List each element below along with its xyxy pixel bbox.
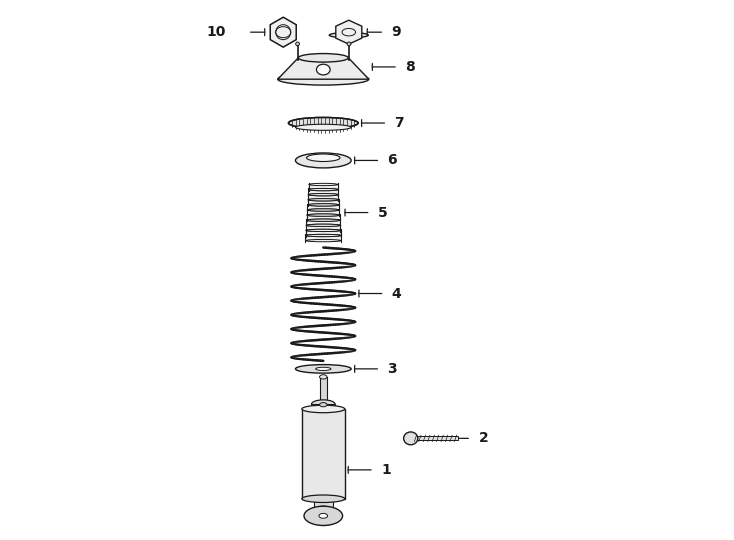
Text: 10: 10 [206, 25, 225, 39]
Ellipse shape [306, 230, 341, 232]
Text: 3: 3 [388, 362, 397, 376]
Ellipse shape [309, 188, 338, 191]
Bar [302, 409, 345, 499]
Ellipse shape [404, 432, 418, 445]
Text: 9: 9 [391, 25, 401, 39]
Polygon shape [335, 20, 362, 44]
Ellipse shape [277, 73, 369, 85]
Ellipse shape [306, 219, 340, 221]
Text: 8: 8 [405, 60, 415, 74]
Ellipse shape [306, 234, 341, 237]
Text: 6: 6 [388, 153, 397, 167]
Ellipse shape [305, 234, 341, 237]
Ellipse shape [295, 364, 351, 373]
Ellipse shape [307, 154, 340, 161]
Ellipse shape [288, 117, 358, 129]
Polygon shape [270, 17, 297, 47]
Ellipse shape [302, 405, 345, 413]
Ellipse shape [306, 224, 341, 226]
Ellipse shape [295, 153, 351, 168]
Ellipse shape [308, 204, 339, 206]
Ellipse shape [296, 42, 299, 46]
Ellipse shape [306, 230, 341, 232]
Polygon shape [277, 58, 369, 79]
Ellipse shape [316, 64, 330, 75]
Circle shape [310, 506, 336, 525]
Ellipse shape [308, 199, 338, 201]
Ellipse shape [330, 32, 368, 38]
Text: 4: 4 [392, 287, 401, 301]
Ellipse shape [347, 42, 351, 46]
Ellipse shape [298, 53, 349, 62]
Text: 1: 1 [381, 463, 391, 477]
Ellipse shape [302, 495, 345, 503]
Polygon shape [305, 185, 341, 241]
Ellipse shape [307, 209, 339, 211]
Bar [411, 436, 458, 441]
Ellipse shape [308, 209, 339, 211]
Ellipse shape [308, 193, 338, 196]
Text: 7: 7 [395, 116, 404, 130]
Ellipse shape [306, 224, 340, 226]
Bar [319, 377, 327, 404]
Ellipse shape [319, 514, 327, 518]
Ellipse shape [308, 199, 339, 201]
Ellipse shape [319, 375, 327, 379]
Ellipse shape [304, 506, 343, 525]
Ellipse shape [307, 214, 339, 216]
Ellipse shape [307, 214, 340, 216]
Bar [311, 404, 335, 409]
Ellipse shape [316, 367, 331, 370]
Ellipse shape [295, 124, 351, 130]
Text: 2: 2 [479, 431, 488, 446]
Text: 5: 5 [378, 206, 388, 220]
Ellipse shape [311, 400, 335, 408]
Ellipse shape [308, 204, 339, 206]
Ellipse shape [307, 219, 340, 221]
Ellipse shape [308, 188, 338, 191]
Bar [313, 499, 333, 516]
Ellipse shape [309, 184, 338, 186]
Ellipse shape [305, 239, 341, 242]
Ellipse shape [319, 402, 327, 407]
Ellipse shape [308, 193, 338, 196]
